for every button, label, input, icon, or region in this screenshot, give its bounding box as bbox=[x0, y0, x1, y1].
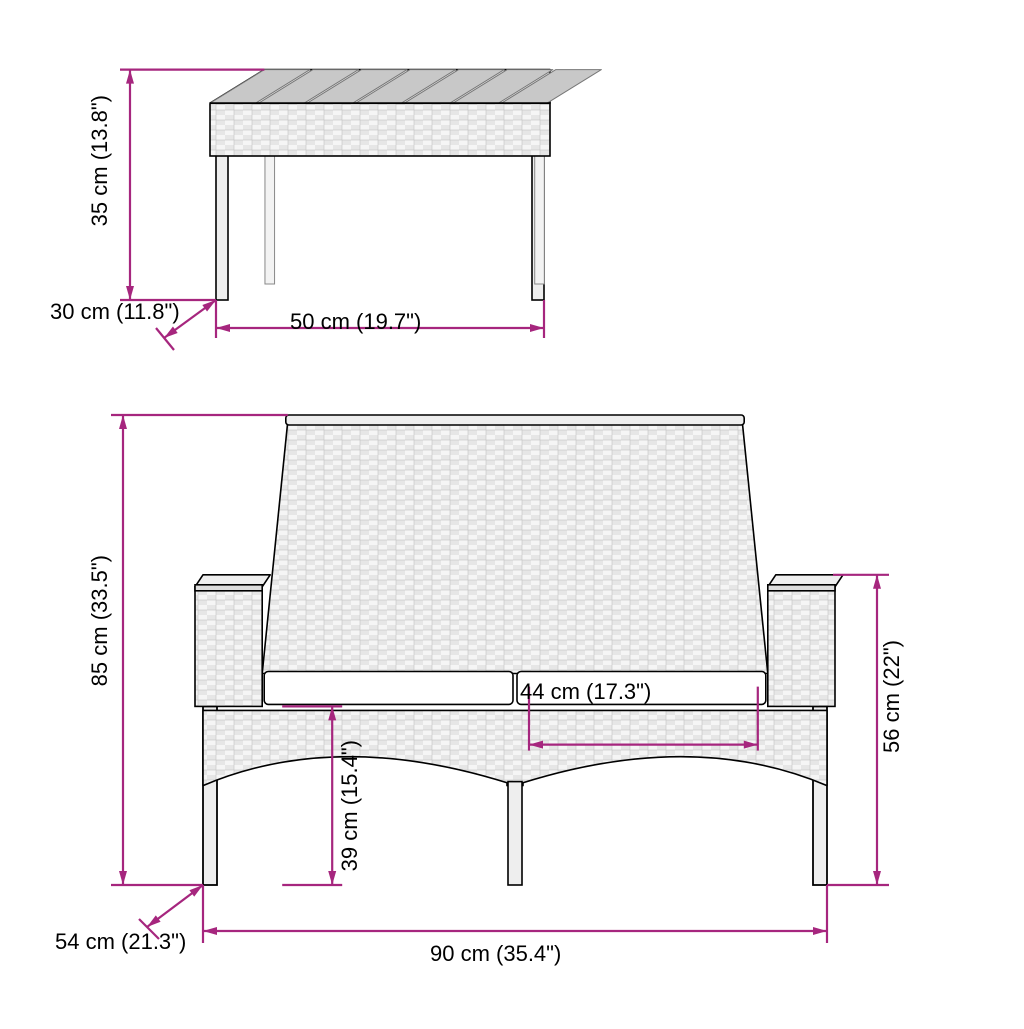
table-width-label: 50 cm (19.7") bbox=[290, 310, 421, 334]
diagram-canvas bbox=[0, 0, 1024, 1024]
bench-arm-h-label: 56 cm (22") bbox=[880, 640, 904, 753]
table-depth-label: 30 cm (11.8") bbox=[50, 300, 180, 324]
bench-total-h-label: 85 cm (33.5") bbox=[88, 555, 112, 686]
bench-depth-label: 54 cm (21.3") bbox=[55, 930, 186, 954]
bench-seat-h-label: 39 cm (15.4") bbox=[338, 740, 362, 871]
table-height-label: 35 cm (13.8") bbox=[88, 95, 112, 226]
bench-width-label: 90 cm (35.4") bbox=[430, 942, 561, 966]
bench-seatd-label: 44 cm (17.3") bbox=[520, 680, 651, 704]
